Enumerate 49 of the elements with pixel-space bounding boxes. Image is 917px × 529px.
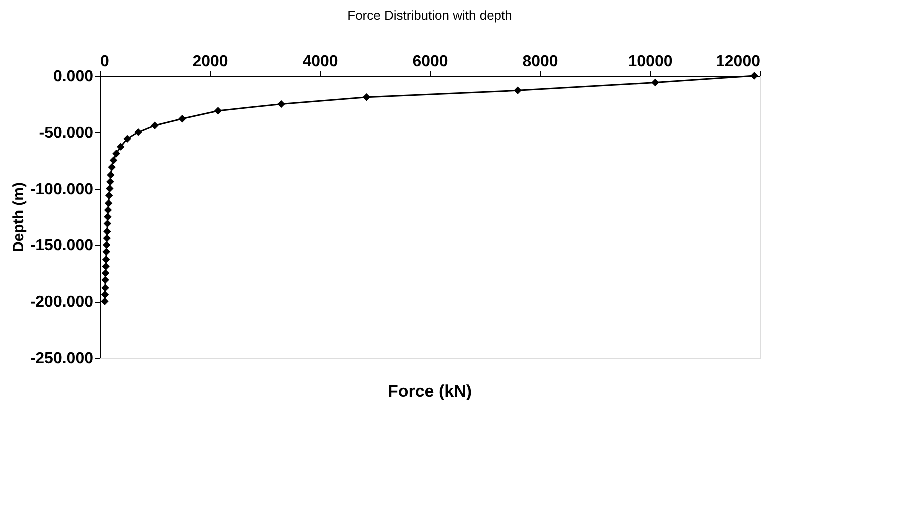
point (102, 248, 110, 256)
point (103, 234, 112, 242)
x-tick-label: 2000 (192, 54, 228, 70)
point (105, 192, 114, 200)
point (104, 200, 113, 208)
point (362, 94, 371, 102)
point (102, 284, 110, 292)
point (178, 114, 186, 123)
point (104, 206, 112, 214)
y-tick-label: -50.000 (39, 124, 94, 142)
point (151, 122, 159, 130)
y-tick-label: -200.000 (30, 294, 94, 312)
point (106, 178, 114, 186)
point (652, 78, 660, 87)
x-tick-label: 6000 (412, 54, 448, 70)
point (106, 184, 114, 193)
point (514, 86, 522, 95)
x-tick-label: 12000 (716, 54, 761, 70)
point (104, 228, 112, 236)
point (117, 143, 125, 151)
point (101, 298, 109, 306)
point (102, 276, 110, 284)
x-axis-title: Force (kN) (388, 382, 472, 401)
x-tick-label: 0 (100, 54, 110, 70)
point (110, 156, 118, 164)
point (102, 270, 110, 278)
point (278, 100, 286, 108)
chart-title: Force Distribution with depth (348, 8, 512, 23)
point (104, 220, 112, 228)
y-tick-label: -100.000 (30, 181, 94, 198)
y-axis-title: Depth (m) (10, 182, 28, 252)
point (124, 135, 132, 144)
point (214, 107, 222, 115)
y-tick-label: 0.000 (53, 68, 94, 86)
point (134, 128, 142, 136)
x-tick-label: 8000 (522, 54, 558, 70)
point (112, 150, 120, 158)
point (102, 256, 110, 264)
point (103, 241, 111, 250)
point (107, 171, 115, 180)
point (101, 290, 110, 299)
point (102, 262, 110, 271)
point (108, 163, 116, 172)
x-tick-label: 10000 (628, 54, 673, 70)
y-tick-label: -250.000 (30, 350, 94, 368)
point (750, 72, 758, 80)
y-tick-label: -150.000 (30, 238, 94, 255)
point (104, 213, 112, 221)
x-tick-label: 4000 (302, 54, 338, 70)
